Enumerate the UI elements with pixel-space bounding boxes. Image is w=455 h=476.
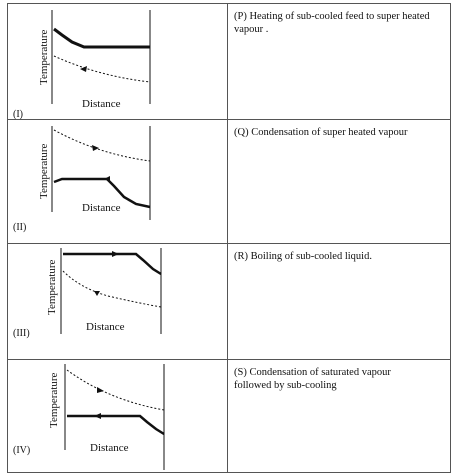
description-cell-P: (P) Heating of sub-cooled feed to super … — [227, 3, 451, 120]
profile-graph-III: Temperature Distance (III) — [13, 248, 162, 339]
y-axis-label: Temperature — [38, 29, 50, 85]
y-axis-label: Temperature — [48, 372, 60, 428]
description-text: (P) Heating of sub-cooled feed to super … — [234, 11, 430, 35]
x-axis-label: Distance — [82, 202, 121, 214]
profile-grid: Temperature Distance (I) (P) Heating of … — [7, 3, 451, 473]
graph-cell-IV: Temperature Distance (IV) — [7, 359, 228, 473]
x-axis-label: Distance — [90, 442, 129, 454]
description-cell-S: (S) Condensation of saturated vapour fol… — [227, 359, 451, 473]
row-number: (II) — [13, 222, 26, 233]
description-text: (R) Boiling of sub-cooled liquid. — [234, 251, 372, 262]
flow-arrow-icon — [92, 145, 99, 151]
description-text: (S) Condensation of saturated vapour fol… — [234, 367, 391, 391]
hot-stream-curve — [53, 177, 151, 209]
y-axis-label: Temperature — [38, 143, 50, 199]
row-number: (III) — [13, 328, 30, 339]
flow-arrow-icon — [112, 251, 119, 257]
flow-arrow-icon — [94, 291, 100, 296]
hot-stream-curve — [67, 414, 165, 436]
flow-arrow-icon — [80, 66, 87, 72]
flow-arrow-icon — [104, 176, 110, 182]
x-axis-label: Distance — [82, 98, 121, 110]
profile-graph-IV: Temperature Distance (IV) — [13, 364, 165, 470]
cold-stream-curve — [53, 129, 151, 162]
description-cell-R: (R) Boiling of sub-cooled liquid. — [227, 243, 451, 360]
row-number: (I) — [13, 109, 23, 120]
hot-stream-curve — [53, 27, 150, 49]
graph-cell-II: Temperature Distance (II) — [7, 119, 228, 244]
flow-arrow-icon — [94, 413, 101, 419]
flow-arrow-icon — [97, 387, 104, 393]
x-axis-label: Distance — [86, 321, 125, 333]
cold-stream-curve — [66, 369, 165, 411]
y-axis-label: Temperature — [46, 259, 58, 315]
profile-graph-II: Temperature Distance (II) — [13, 126, 151, 233]
description-cell-Q: (Q) Condensation of super heated vapour — [227, 119, 451, 244]
graph-cell-III: Temperature Distance (III) — [7, 243, 228, 360]
row-number: (IV) — [13, 445, 30, 456]
cold-stream-curve — [53, 55, 151, 83]
profile-graph-I: Temperature Distance (I) — [13, 10, 151, 120]
hot-stream-curve — [63, 252, 162, 276]
cold-stream-curve — [62, 270, 162, 308]
graph-cell-I: Temperature Distance (I) — [7, 3, 228, 120]
description-text: (Q) Condensation of super heated vapour — [234, 127, 408, 138]
